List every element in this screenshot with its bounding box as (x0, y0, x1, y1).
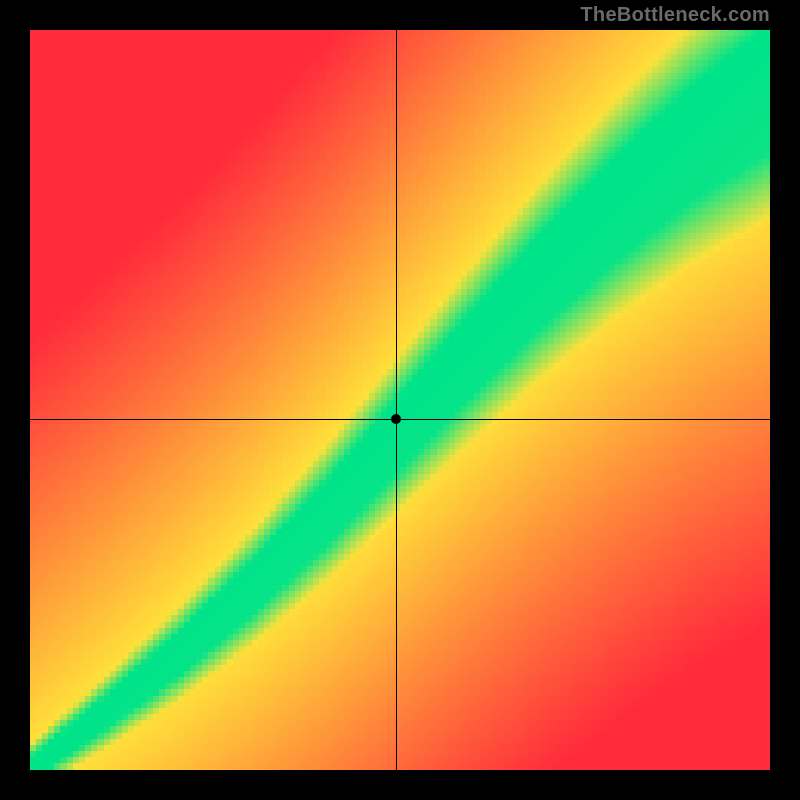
crosshair-vertical (396, 30, 397, 770)
plot-frame (30, 30, 770, 770)
selection-marker (391, 414, 401, 424)
attribution-text: TheBottleneck.com (580, 4, 770, 27)
bottleneck-heatmap (30, 30, 770, 770)
